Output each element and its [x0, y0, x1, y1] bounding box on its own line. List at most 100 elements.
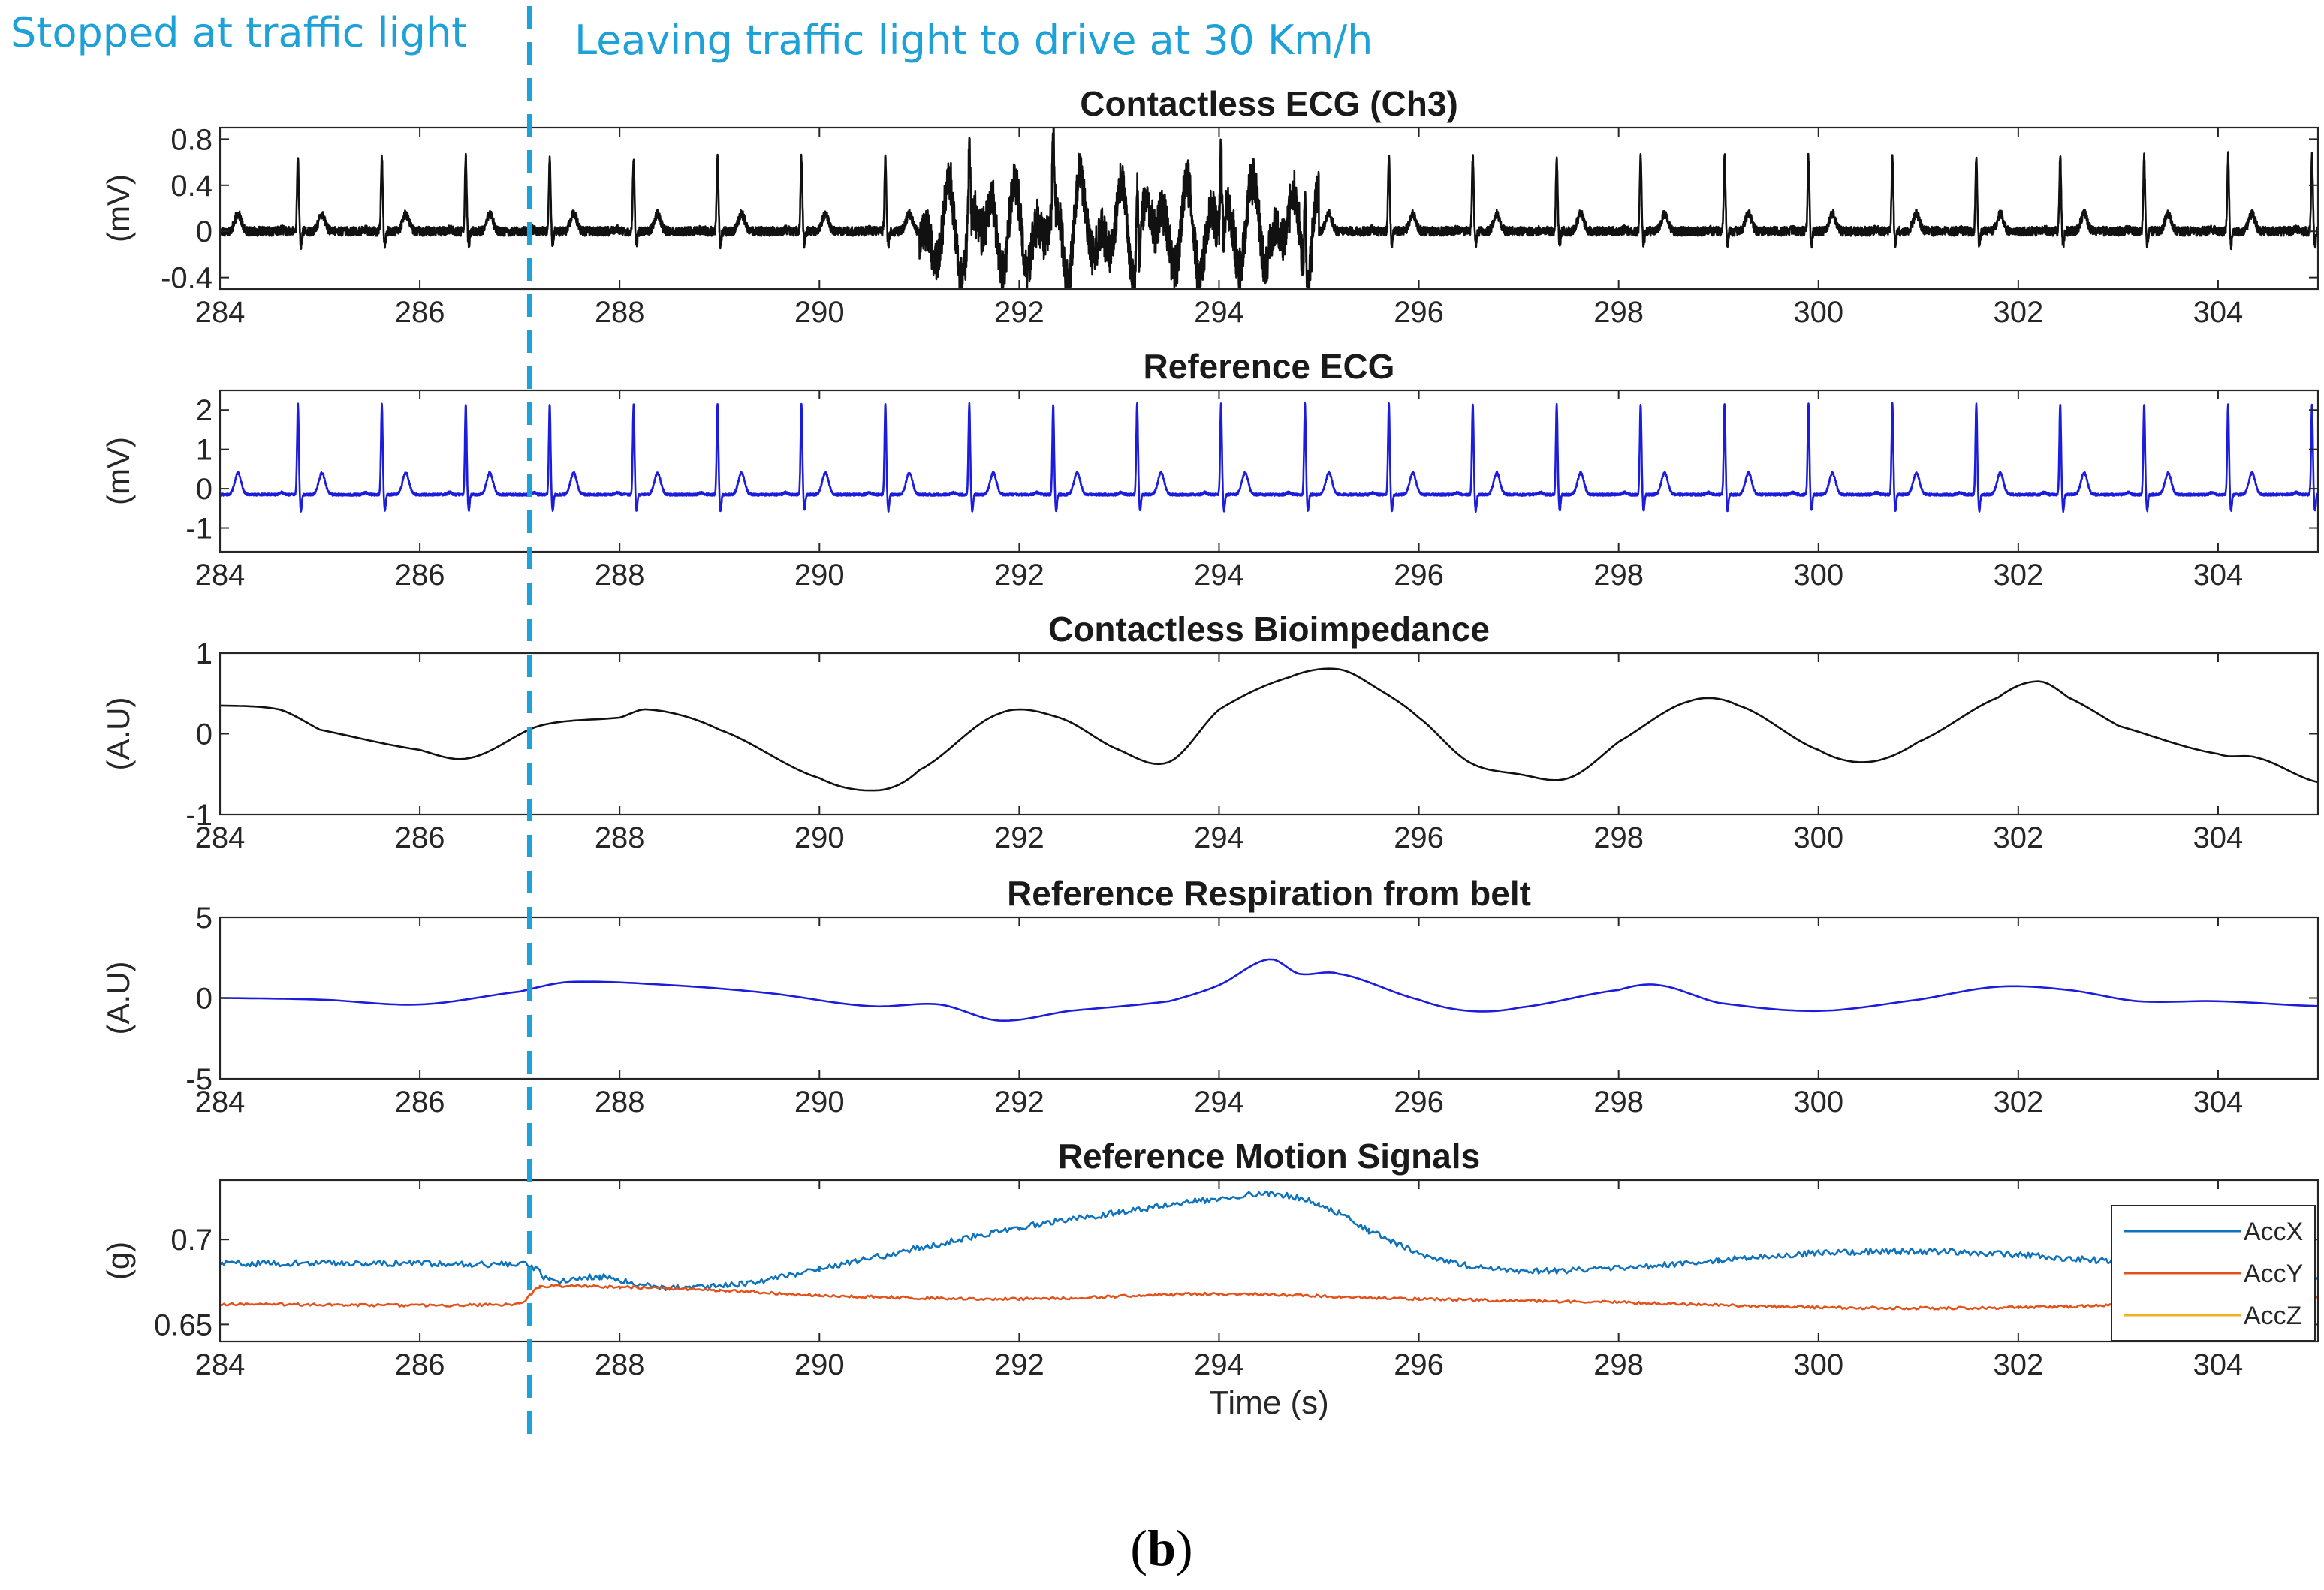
x-axis-label: Time (s) [1209, 1384, 1329, 1421]
y-tick-label: 0 [196, 983, 213, 1016]
series-line-accy [220, 1284, 2318, 1311]
x-tick-label: 288 [595, 821, 645, 854]
y-tick-label: 0 [196, 718, 213, 751]
x-tick-label: 286 [395, 1348, 445, 1381]
x-tick-label: 292 [994, 1086, 1044, 1119]
panel-title: Reference Respiration from belt [1007, 874, 1531, 913]
y-axis-label: (mV) [101, 174, 136, 242]
x-tick-label: 302 [1993, 1348, 2043, 1381]
y-tick-label: 0.8 [170, 123, 213, 156]
x-tick-label: 290 [794, 296, 845, 329]
plot-frame [219, 126, 2319, 291]
panel-contactless-ecg: Contactless ECG (Ch3) (mV) 284 286 288 290 292… [101, 84, 2319, 329]
x-tick-label: 290 [794, 821, 845, 854]
x-tick-label: 292 [994, 821, 1044, 854]
x-tick-label: 296 [1394, 1086, 1444, 1119]
panel-title: Contactless Bioimpedance [1048, 610, 1490, 649]
x-tick-label: 290 [794, 1086, 845, 1119]
y-tick-label: 0 [196, 473, 213, 506]
x-tick-label: 300 [1793, 559, 1843, 592]
y-tick-label: 1 [196, 434, 213, 467]
y-tick-label: 0.65 [154, 1308, 213, 1342]
x-tick-label: 302 [1993, 1086, 2043, 1119]
x-tick-label: 296 [1394, 296, 1444, 329]
annotation-leaving: Leaving traffic light to drive at 30 Km/… [574, 17, 1373, 64]
x-tick-label: 298 [1593, 559, 1644, 592]
figure-caption: (b) [1130, 1519, 1192, 1576]
x-tick-label: 286 [395, 296, 445, 329]
y-tick-label: 0 [196, 215, 213, 248]
x-tick-label: 298 [1593, 821, 1644, 854]
y-tick-label: -1 [185, 513, 213, 546]
x-tick-label: 298 [1593, 1348, 1644, 1381]
y-axis-label: (A.U) [101, 962, 136, 1035]
y-tick-label: -5 [185, 1063, 213, 1096]
x-tick-label: 304 [2193, 1086, 2244, 1119]
series-line-bioimpedance [220, 667, 2318, 792]
annotation-stopped: Stopped at traffic light [11, 9, 467, 56]
x-tick-label: 284 [195, 559, 246, 592]
panel-reference-respiration: Reference Respiration from belt (A.U) 284 2… [101, 874, 2319, 1119]
y-tick-label: 0.7 [170, 1224, 213, 1257]
y-tick-label: 0.4 [170, 170, 213, 203]
x-tick-label: 290 [794, 559, 845, 592]
series-line-contactless-ecg [220, 128, 2318, 289]
panel-title: Reference Motion Signals [1058, 1137, 1480, 1176]
x-tick-label: 292 [994, 296, 1044, 329]
x-tick-label: 294 [1194, 559, 1244, 592]
caption-open: ( [1130, 1519, 1147, 1576]
x-tick-label: 298 [1593, 1086, 1644, 1119]
x-tick-label: 304 [2193, 296, 2244, 329]
x-tick-label: 304 [2193, 559, 2244, 592]
x-tick-label: 288 [595, 296, 645, 329]
legend-label-accz: AccZ [2244, 1302, 2301, 1330]
x-tick-label: 304 [2193, 1348, 2244, 1381]
panel-title: Reference ECG [1144, 347, 1395, 386]
x-tick-label: 304 [2193, 821, 2244, 854]
x-tick-label: 294 [1194, 296, 1244, 329]
x-tick-label: 302 [1993, 296, 2043, 329]
plot-frame [219, 1179, 2319, 1343]
y-tick-label: -0.4 [161, 262, 213, 295]
x-tick-label: 294 [1194, 1348, 1244, 1381]
x-tick-label: 302 [1993, 559, 2043, 592]
x-tick-label: 288 [595, 1086, 645, 1119]
y-axis-label: (A.U) [101, 697, 136, 771]
x-tick-label: 300 [1793, 1086, 1843, 1119]
x-tick-label: 292 [994, 559, 1044, 592]
y-tick-label: 5 [196, 902, 213, 935]
legend-label-accx: AccX [2244, 1218, 2303, 1246]
plot-frame [219, 916, 2319, 1080]
x-tick-label: 284 [195, 1348, 246, 1381]
panel-contactless-bioimpedance: Contactless Bioimpedance (A.U) 284 286 288 29… [101, 610, 2319, 854]
x-tick-label: 300 [1793, 821, 1843, 854]
x-tick-label: 284 [195, 821, 246, 854]
series-line-accx [220, 1190, 2318, 1292]
x-tick-label: 288 [595, 559, 645, 592]
x-tick-label: 292 [994, 1348, 1044, 1381]
plot-frame [219, 652, 2319, 816]
x-tick-label: 298 [1593, 296, 1644, 329]
legend: AccX AccY AccZ [2111, 1205, 2316, 1342]
caption-letter: b [1147, 1519, 1176, 1576]
x-tick-label: 296 [1394, 821, 1444, 854]
y-tick-label: 2 [196, 394, 213, 427]
x-tick-label: 294 [1194, 821, 1244, 854]
series-line-respiration [220, 958, 2318, 1022]
panels: Contactless ECG (Ch3) (mV) 284 286 288 290 292… [101, 84, 2319, 1421]
y-tick-label: 1 [196, 637, 213, 670]
y-tick-label: -1 [185, 799, 213, 832]
x-tick-label: 296 [1394, 1348, 1444, 1381]
y-axis-label: (g) [101, 1242, 136, 1280]
x-tick-label: 300 [1793, 296, 1843, 329]
y-axis-label: (mV) [101, 437, 136, 505]
x-tick-label: 284 [195, 296, 246, 329]
legend-label-accy: AccY [2244, 1260, 2303, 1288]
panel-reference-ecg: Reference ECG (mV) 284 286 288 290 292 294 296 29… [101, 347, 2319, 592]
x-tick-label: 302 [1993, 821, 2043, 854]
series-line-reference-ecg [220, 402, 2318, 513]
x-tick-label: 294 [1194, 1086, 1244, 1119]
x-tick-label: 286 [395, 1086, 445, 1119]
x-tick-label: 286 [395, 559, 445, 592]
